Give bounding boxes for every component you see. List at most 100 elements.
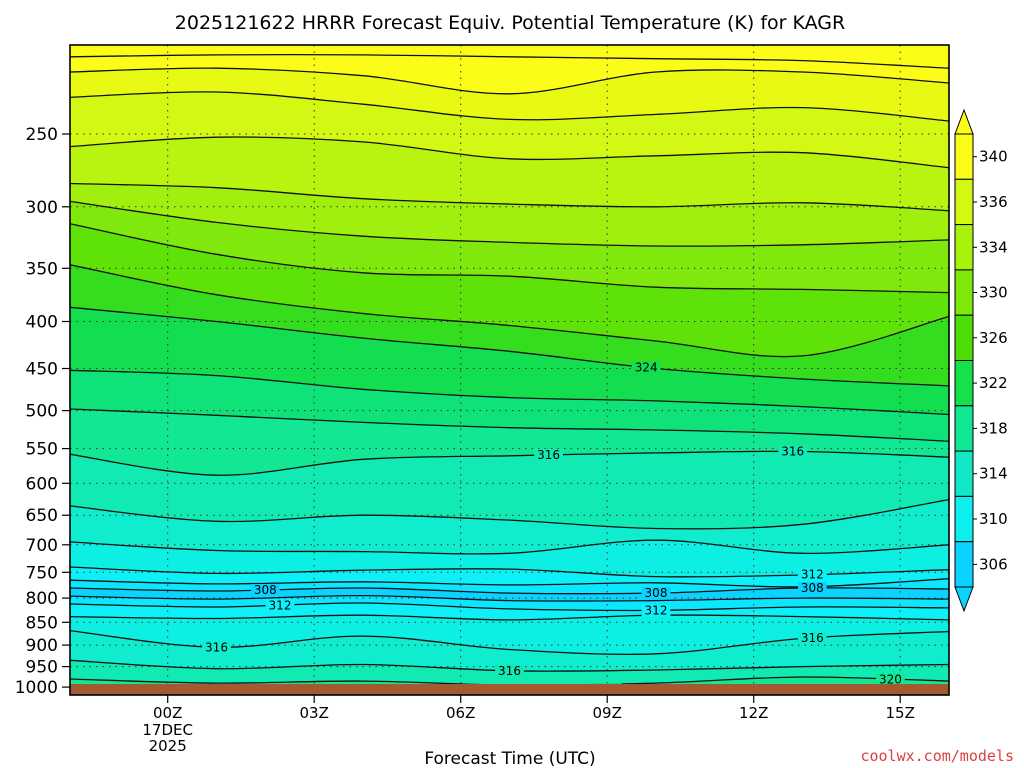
x-tick-sublabel: 17DEC: [142, 721, 193, 739]
contour-label-bg: [876, 673, 905, 686]
contour-label: 320: [879, 672, 902, 686]
contour-line-334: [70, 136, 949, 169]
contour-label-bg: [202, 641, 231, 654]
contour-labels: 3243163163123083083083123123163163163203…: [202, 360, 905, 695]
contour-label-bg: [778, 445, 808, 458]
contour-label: 316: [801, 631, 824, 645]
colorbar-label-326: 326: [979, 329, 1008, 347]
y-tick-label-950: 950: [26, 658, 58, 678]
y-tick-label-350: 350: [26, 259, 58, 279]
x-axis-label: Forecast Time (UTC): [424, 749, 595, 768]
contour-label: 312: [269, 598, 292, 612]
colorbar-label-318: 318: [979, 419, 1008, 437]
contour-line-314: [70, 539, 949, 555]
chart-title: 2025121622 HRRR Forecast Equiv. Potentia…: [175, 12, 845, 34]
y-tick-label-900: 900: [26, 636, 58, 656]
colorbar-segment: [954, 360, 974, 407]
y-tick-label-850: 850: [26, 613, 58, 633]
colorbar-label-306: 306: [979, 555, 1008, 573]
colorbar-segment: [954, 314, 974, 362]
contour-line-328: [70, 223, 949, 294]
contour-label: 316: [537, 448, 560, 462]
contour-label-bg: [495, 664, 524, 677]
colorbar-segment: [954, 450, 974, 497]
y-tick-label-500: 500: [26, 402, 58, 422]
contour-label-bg: [797, 582, 827, 594]
plot-area: 3243163163123083083083123123163163163203…: [70, 45, 949, 695]
contour-label-bg: [250, 584, 280, 596]
y-axis: 250 300 350 400 450 500 550 600 650 700 750 800 850 9…: [15, 125, 70, 698]
contour-line-320: [70, 408, 949, 442]
colorbar-label-330: 330: [979, 284, 1008, 302]
colorbar-label-322: 322: [979, 374, 1008, 392]
contour-label: 316: [498, 664, 521, 678]
x-tick-label-09Z: 09Z: [593, 704, 622, 722]
colorbar-segment: [954, 405, 974, 452]
x-tick-sublabel: 2025: [149, 737, 187, 755]
contour-line-322: [70, 369, 949, 416]
contour-label: 308: [254, 583, 277, 597]
credit-text: coolwx.com/models: [860, 747, 1014, 765]
y-tick-label-400: 400: [26, 313, 58, 333]
contour-label-bg: [631, 361, 661, 374]
contour-line-332: [70, 182, 949, 212]
y-tick-label-750: 750: [26, 563, 58, 583]
contour-line-338: [70, 67, 949, 95]
contour-line-310: [70, 594, 949, 602]
x-tick-label-06Z: 06Z: [446, 704, 475, 722]
y-tick-label-800: 800: [26, 589, 58, 609]
contour-label-bg: [641, 604, 671, 617]
y-tick-label-450: 450: [26, 360, 58, 380]
y-tick-label-600: 600: [26, 474, 58, 494]
contour-line-312: [70, 602, 949, 612]
colorbar-segment: [954, 541, 974, 588]
contour-line-330: [70, 200, 949, 247]
contour-line-314: [70, 614, 949, 621]
colorbar-top-arrow: [954, 108, 974, 135]
contour-label: 312: [801, 568, 824, 582]
colorbar-bottom-arrow: [954, 586, 974, 613]
contour-label: 312: [645, 603, 668, 617]
contour-label-bg: [797, 568, 827, 581]
contour-label-bg: [797, 631, 827, 644]
contour-label: 316: [205, 640, 228, 654]
colorbar: 340 336 334 330 326 322 318 314 310 306: [954, 108, 1008, 613]
contour-line-326: [70, 264, 949, 358]
colorbar-segment: [954, 495, 974, 543]
x-tick-label-00Z: 00Z: [153, 704, 182, 722]
y-tick-label-650: 650: [26, 506, 58, 526]
x-tick-label-03Z: 03Z: [300, 704, 329, 722]
contour-label-bg: [265, 599, 295, 612]
colorbar-label-314: 314: [979, 465, 1008, 483]
colorbar-label-340: 340: [979, 148, 1008, 166]
contour-line-324: [70, 306, 949, 387]
plot-frame: [69, 44, 950, 696]
y-tick-label-700: 700: [26, 536, 58, 556]
y-tick-label-1000: 1000: [15, 678, 58, 698]
contour-line-316: [70, 498, 949, 530]
contour-line-336: [70, 91, 949, 122]
colorbar-label-334: 334: [979, 238, 1008, 256]
contour-label: 316: [781, 445, 804, 459]
colorbar-label-310: 310: [979, 510, 1008, 528]
grid-lines: [70, 45, 949, 695]
y-tick-label-300: 300: [26, 198, 58, 218]
x-tick-label-15Z: 15Z: [886, 704, 915, 722]
ground-layer: [70, 684, 949, 695]
colorbar-segment: [954, 178, 974, 226]
colorbar-segment: [954, 133, 974, 180]
contour-label: 308: [801, 581, 824, 595]
colorbar-label-336: 336: [979, 193, 1008, 211]
contour-line-340: [70, 53, 949, 69]
contour-label-bg: [641, 587, 671, 600]
contour-label-bg: [534, 449, 563, 461]
colorbar-segment: [954, 224, 974, 271]
y-tick-label-250: 250: [26, 125, 58, 145]
colorbar-segment: [954, 269, 974, 316]
x-tick-label-12Z: 12Z: [739, 704, 768, 722]
contour-label: 308: [645, 586, 668, 600]
y-tick-label-550: 550: [26, 440, 58, 460]
contour-label: 324: [635, 360, 658, 374]
